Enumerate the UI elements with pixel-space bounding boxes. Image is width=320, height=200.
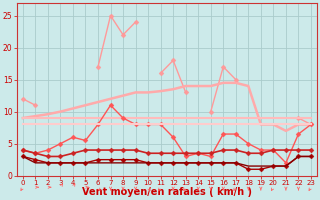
X-axis label: Vent moyen/en rafales ( km/h ): Vent moyen/en rafales ( km/h )	[82, 187, 252, 197]
